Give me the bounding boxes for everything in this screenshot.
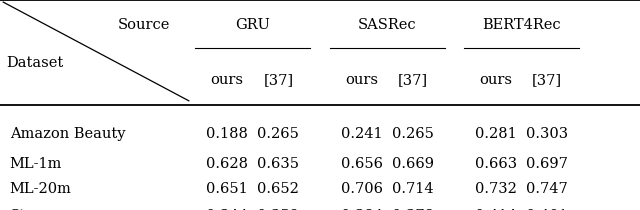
Text: 0.651: 0.651 <box>206 182 248 196</box>
Text: 0.656: 0.656 <box>340 157 383 171</box>
Text: 0.663: 0.663 <box>475 157 517 171</box>
Text: 0.747: 0.747 <box>526 182 568 196</box>
Text: 0.635: 0.635 <box>257 157 300 171</box>
Text: 0.414: 0.414 <box>475 209 517 210</box>
Text: 0.241: 0.241 <box>340 127 383 141</box>
Text: ML-1m: ML-1m <box>10 157 62 171</box>
Text: 0.401: 0.401 <box>526 209 568 210</box>
Text: 0.188: 0.188 <box>206 127 248 141</box>
Text: 0.265: 0.265 <box>257 127 300 141</box>
Text: 0.265: 0.265 <box>392 127 434 141</box>
Text: 0.378: 0.378 <box>392 209 434 210</box>
Text: 0.359: 0.359 <box>257 209 300 210</box>
Text: [37]: [37] <box>263 73 294 87</box>
Text: 0.344: 0.344 <box>206 209 248 210</box>
Text: Steam: Steam <box>10 209 57 210</box>
Text: ours: ours <box>479 73 513 87</box>
Text: ours: ours <box>211 73 244 87</box>
Text: ML-20m: ML-20m <box>10 182 72 196</box>
Text: 0.714: 0.714 <box>392 182 434 196</box>
Text: 0.303: 0.303 <box>526 127 568 141</box>
Text: [37]: [37] <box>397 73 428 87</box>
Text: 0.706: 0.706 <box>340 182 383 196</box>
Text: Amazon Beauty: Amazon Beauty <box>10 127 125 141</box>
Text: 0.652: 0.652 <box>257 182 300 196</box>
Text: GRU: GRU <box>236 18 270 32</box>
Text: 0.732: 0.732 <box>475 182 517 196</box>
Text: 0.628: 0.628 <box>206 157 248 171</box>
Text: ours: ours <box>345 73 378 87</box>
Text: 0.697: 0.697 <box>526 157 568 171</box>
Text: 0.281: 0.281 <box>475 127 517 141</box>
Text: Source: Source <box>118 18 170 32</box>
Text: Dataset: Dataset <box>6 56 64 70</box>
Text: 0.669: 0.669 <box>392 157 434 171</box>
Text: 0.384: 0.384 <box>340 209 383 210</box>
Text: SASRec: SASRec <box>358 18 417 32</box>
Text: [37]: [37] <box>532 73 563 87</box>
Text: BERT4Rec: BERT4Rec <box>483 18 561 32</box>
